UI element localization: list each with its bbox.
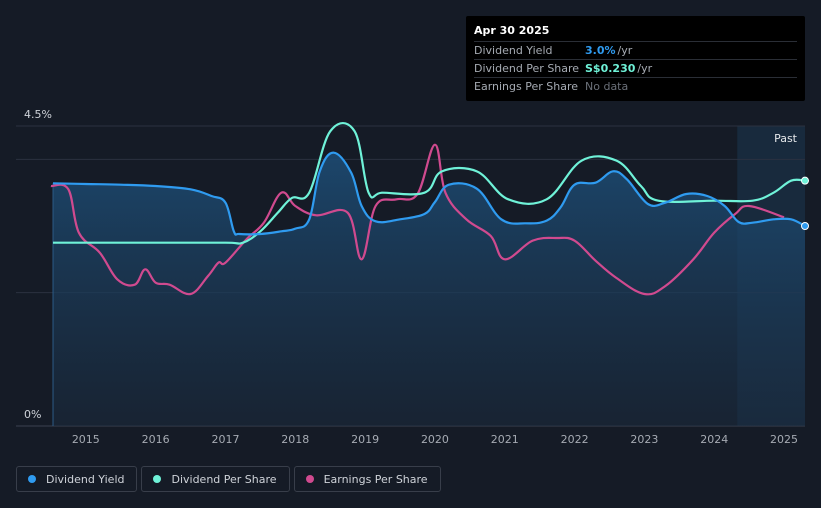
x-tick-label: 2023	[630, 433, 658, 446]
x-tick-label: 2024	[700, 433, 728, 446]
tooltip-label: Dividend Yield	[474, 44, 553, 57]
dividend-yield-area	[53, 152, 805, 426]
legend-dot-icon	[153, 475, 162, 483]
dividend-per-share-line	[53, 121, 806, 245]
chart-tooltip: Apr 30 2025 Dividend Yield 3.0% /yr Divi…	[466, 16, 805, 101]
tooltip-date: Apr 30 2025	[474, 24, 797, 42]
x-tick-label: 2017	[211, 433, 239, 446]
y-axis-bottom-label: 0%	[24, 408, 41, 421]
tooltip-value: No data	[585, 80, 629, 93]
legend-item-dividend-yield[interactable]: Dividend Yield	[16, 466, 138, 492]
chart-plot: 4.5% 0% Past 2015 2016 2017 2018 2019 2020 2021 20…	[16, 108, 809, 446]
chart-legend: Dividend Yield Dividend Per Share Earnin…	[16, 466, 441, 492]
tooltip-unit: /yr	[637, 62, 653, 75]
legend-label: Dividend Per Share	[171, 472, 277, 486]
tooltip-label: Dividend Per Share	[474, 62, 580, 75]
x-tick-label: 2021	[491, 433, 519, 446]
tooltip-row-earnings-per-share: Earnings Per Share No data	[474, 78, 797, 95]
legend-label: Earnings Per Share	[323, 472, 428, 486]
dividend-per-share-end-marker	[801, 176, 809, 185]
legend-item-dividend-per-share[interactable]: Dividend Per Share	[141, 466, 290, 492]
legend-dot-icon	[305, 475, 314, 483]
x-tick-label: 2019	[351, 433, 379, 446]
x-tick-label: 2018	[281, 433, 309, 446]
tooltip-value: S$0.230	[585, 62, 636, 75]
tooltip-row-dividend-per-share: Dividend Per Share S$0.230 /yr	[474, 60, 797, 78]
x-tick-label: 2020	[421, 433, 449, 446]
legend-item-earnings-per-share[interactable]: Earnings Per Share	[293, 466, 441, 492]
x-tick-label: 2015	[72, 433, 100, 446]
legend-label: Dividend Yield	[46, 472, 125, 486]
y-axis-top-label: 4.5%	[24, 108, 52, 121]
tooltip-unit: /yr	[617, 44, 633, 57]
dividend-yield-line	[52, 151, 806, 236]
earnings-per-share-line	[50, 143, 785, 296]
x-tick-label: 2016	[142, 433, 170, 446]
past-label: Past	[774, 132, 798, 145]
dividend-yield-end-marker	[801, 222, 809, 230]
x-tick-label: 2022	[561, 433, 589, 446]
legend-dot-icon	[28, 475, 36, 483]
tooltip-value: 3.0%	[585, 44, 616, 57]
x-tick-label: 2025	[770, 433, 798, 446]
tooltip-row-dividend-yield: Dividend Yield 3.0% /yr	[474, 42, 797, 60]
tooltip-label: Earnings Per Share	[474, 80, 579, 93]
